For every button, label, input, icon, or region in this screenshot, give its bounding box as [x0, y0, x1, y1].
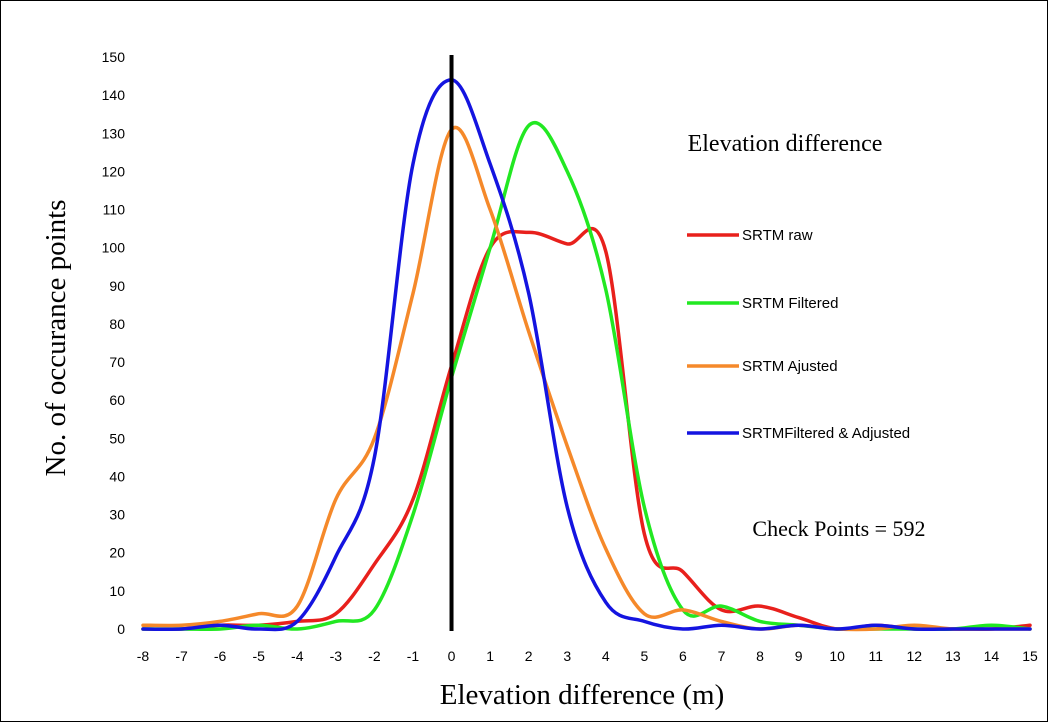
x-tick-label: 2	[525, 648, 533, 664]
y-tick-label: 10	[109, 583, 125, 599]
legend-label: SRTM Filtered	[742, 295, 838, 312]
x-tick-label: 8	[756, 648, 764, 664]
x-tick-label: -2	[368, 648, 381, 664]
x-tick-label: 10	[829, 648, 845, 664]
x-tick-label: 7	[718, 648, 726, 664]
x-tick-label: 14	[984, 648, 1000, 664]
x-tick-label: -3	[330, 648, 343, 664]
y-tick-label: 110	[103, 202, 126, 218]
legend: SRTM raw SRTM Filtered SRTM Ajusted SRTMFil…	[687, 227, 910, 442]
x-tick-label: -1	[407, 648, 420, 664]
y-tick-label: 150	[102, 49, 126, 65]
x-tick-label: -7	[175, 648, 188, 664]
x-tick-label: 13	[945, 648, 961, 664]
y-tick-label: 130	[102, 125, 126, 141]
y-tick-label: 100	[102, 240, 126, 256]
y-tick-label: 60	[109, 392, 125, 408]
y-axis-label: No. of occurance points	[40, 199, 72, 476]
x-tick-label: 4	[602, 648, 610, 664]
y-tick-label: 40	[109, 468, 125, 484]
y-tick-label: 0	[117, 621, 125, 637]
y-axis-ticks: 0 10 20 30 40 50 60 70 80 90 100 110 120 130 140 150	[102, 49, 126, 637]
y-tick-label: 30	[109, 507, 125, 523]
x-axis-ticks: -8 -7 -6 -5 -4 -3 -2 -1 0 1 2 3 4 5 6 7 8 9 10 11 12 13 14 15	[137, 648, 1038, 664]
x-tick-label: 5	[640, 648, 648, 664]
x-tick-label: 0	[448, 648, 456, 664]
series-line-2	[141, 121, 1032, 632]
chart-title: Elevation difference	[688, 131, 883, 157]
x-axis-label: Elevation difference (m)	[440, 679, 725, 711]
legend-label: SRTM Ajusted	[742, 358, 838, 375]
y-tick-label: 70	[109, 354, 125, 370]
legend-label: SRTM raw	[742, 227, 813, 244]
series-line-3	[141, 125, 1032, 632]
x-tick-label: 1	[486, 648, 494, 664]
y-tick-label: 50	[109, 430, 125, 446]
series-line-4	[141, 78, 1032, 632]
x-tick-label: -6	[214, 648, 227, 664]
x-tick-label: 11	[868, 648, 883, 664]
y-tick-label: 120	[102, 163, 126, 179]
legend-label: SRTMFiltered & Adjusted	[742, 425, 910, 442]
x-tick-label: 9	[795, 648, 803, 664]
x-tick-label: 3	[563, 648, 571, 664]
y-tick-label: 90	[109, 278, 125, 294]
x-tick-label: -8	[137, 648, 150, 664]
y-tick-label: 80	[109, 316, 125, 332]
x-tick-label: 15	[1022, 648, 1038, 664]
x-tick-label: 6	[679, 648, 687, 664]
y-tick-label: 140	[102, 87, 126, 103]
series-lines	[141, 78, 1032, 632]
x-tick-label: 12	[907, 648, 923, 664]
x-tick-label: -5	[252, 648, 265, 664]
y-tick-label: 20	[109, 545, 125, 561]
check-points-annotation: Check Points = 592	[752, 516, 925, 541]
x-tick-label: -4	[291, 648, 304, 664]
